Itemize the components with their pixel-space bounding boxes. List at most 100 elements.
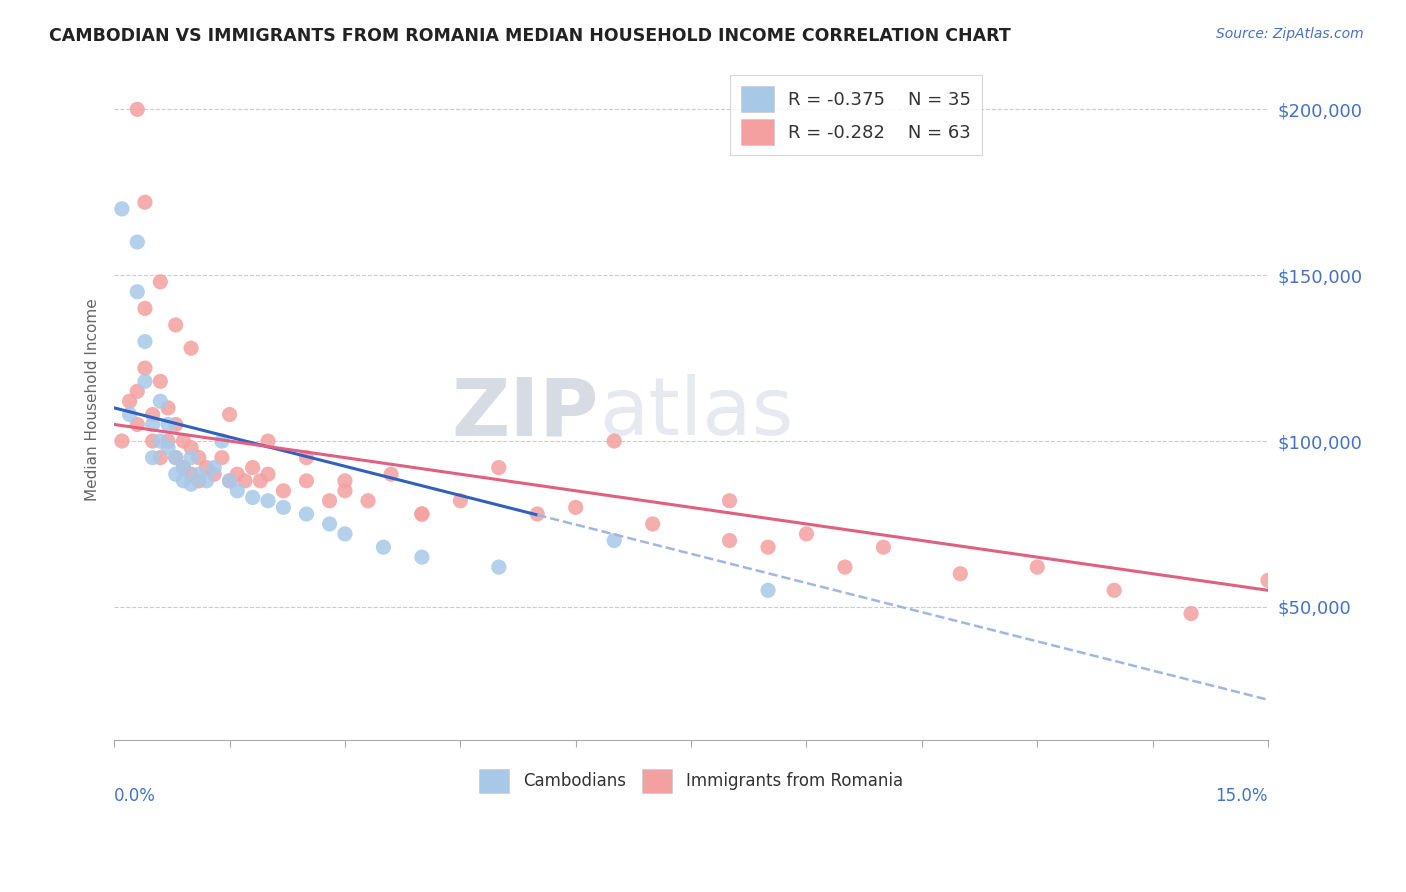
Point: [172, 434, 194, 448]
Point: [127, 235, 149, 249]
Point: [180, 341, 202, 355]
Point: [195, 474, 218, 488]
Point: [172, 460, 194, 475]
Point: [127, 285, 149, 299]
Point: [295, 507, 318, 521]
Point: [226, 483, 249, 498]
Point: [165, 450, 187, 465]
Point: [218, 474, 240, 488]
Point: [157, 417, 180, 432]
Point: [333, 483, 356, 498]
Point: [180, 450, 202, 465]
Point: [118, 394, 141, 409]
Point: [796, 527, 818, 541]
Point: [318, 493, 340, 508]
Point: [180, 441, 202, 455]
Point: [233, 474, 256, 488]
Point: [149, 375, 172, 389]
Point: [333, 474, 356, 488]
Point: [718, 533, 741, 548]
Point: [134, 301, 156, 316]
Point: [1257, 574, 1279, 588]
Point: [1026, 560, 1049, 574]
Point: [411, 507, 433, 521]
Text: ZIP: ZIP: [451, 374, 599, 452]
Point: [564, 500, 586, 515]
Point: [127, 384, 149, 399]
Point: [211, 450, 233, 465]
Point: [357, 493, 380, 508]
Point: [165, 318, 187, 332]
Point: [165, 467, 187, 482]
Point: [1180, 607, 1202, 621]
Point: [949, 566, 972, 581]
Point: [1102, 583, 1125, 598]
Point: [488, 560, 510, 574]
Point: [488, 460, 510, 475]
Point: [756, 583, 779, 598]
Legend: Cambodians, Immigrants from Romania: Cambodians, Immigrants from Romania: [472, 763, 910, 799]
Point: [373, 540, 395, 554]
Point: [834, 560, 856, 574]
Point: [295, 450, 318, 465]
Point: [149, 394, 172, 409]
Point: [257, 493, 280, 508]
Point: [118, 408, 141, 422]
Point: [526, 507, 548, 521]
Point: [172, 474, 194, 488]
Point: [411, 550, 433, 565]
Point: [195, 460, 218, 475]
Point: [449, 493, 471, 508]
Point: [111, 202, 134, 216]
Text: 15.0%: 15.0%: [1216, 787, 1268, 805]
Point: [257, 434, 280, 448]
Point: [249, 474, 271, 488]
Point: [134, 375, 156, 389]
Point: [142, 434, 165, 448]
Text: CAMBODIAN VS IMMIGRANTS FROM ROMANIA MEDIAN HOUSEHOLD INCOME CORRELATION CHART: CAMBODIAN VS IMMIGRANTS FROM ROMANIA MED…: [49, 27, 1011, 45]
Point: [165, 450, 187, 465]
Point: [134, 195, 156, 210]
Text: atlas: atlas: [599, 374, 793, 452]
Point: [157, 441, 180, 455]
Point: [211, 434, 233, 448]
Point: [149, 275, 172, 289]
Point: [142, 450, 165, 465]
Point: [180, 467, 202, 482]
Point: [218, 474, 240, 488]
Point: [603, 533, 626, 548]
Point: [718, 493, 741, 508]
Point: [242, 491, 264, 505]
Point: [187, 474, 209, 488]
Point: [411, 507, 433, 521]
Point: [295, 474, 318, 488]
Point: [142, 417, 165, 432]
Point: [218, 408, 240, 422]
Point: [142, 408, 165, 422]
Point: [127, 417, 149, 432]
Point: [242, 460, 264, 475]
Point: [333, 527, 356, 541]
Point: [187, 450, 209, 465]
Point: [165, 417, 187, 432]
Point: [273, 500, 295, 515]
Text: Source: ZipAtlas.com: Source: ZipAtlas.com: [1216, 27, 1364, 41]
Point: [641, 516, 664, 531]
Point: [872, 540, 894, 554]
Point: [202, 467, 225, 482]
Point: [127, 103, 149, 117]
Point: [149, 450, 172, 465]
Point: [318, 516, 340, 531]
Point: [380, 467, 402, 482]
Point: [134, 334, 156, 349]
Point: [603, 434, 626, 448]
Text: 0.0%: 0.0%: [114, 787, 156, 805]
Point: [157, 401, 180, 415]
Point: [257, 467, 280, 482]
Point: [172, 460, 194, 475]
Point: [226, 467, 249, 482]
Point: [180, 477, 202, 491]
Point: [157, 434, 180, 448]
Point: [111, 434, 134, 448]
Y-axis label: Median Household Income: Median Household Income: [86, 298, 100, 501]
